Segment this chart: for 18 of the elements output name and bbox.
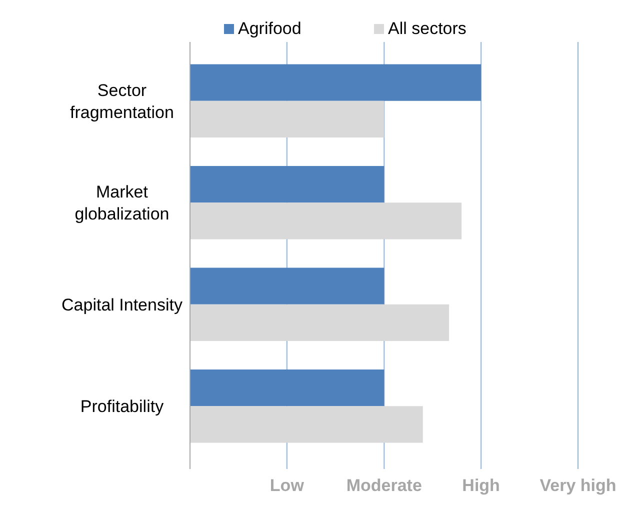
bar: [190, 100, 384, 138]
bar: [190, 304, 450, 342]
ref-line-label: Moderate: [346, 476, 422, 495]
bar: [190, 64, 482, 101]
bar: [190, 166, 384, 203]
bar: [190, 369, 384, 406]
bar: [190, 202, 462, 240]
bar: [190, 268, 384, 304]
bar: [190, 406, 423, 443]
ref-line-label: Low: [270, 476, 305, 495]
legend-label: Agrifood: [238, 19, 302, 38]
y-tick-label: Capital Intensity: [62, 295, 183, 314]
legend-label: All sectors: [388, 19, 466, 38]
ref-line-label: Very high: [540, 476, 616, 495]
y-tick-label: Sector fragmentation: [70, 80, 174, 122]
y-tick-label: Profitability: [80, 397, 164, 416]
y-tick-label: Market globalization: [74, 182, 170, 224]
ref-line-label: High: [462, 476, 500, 495]
